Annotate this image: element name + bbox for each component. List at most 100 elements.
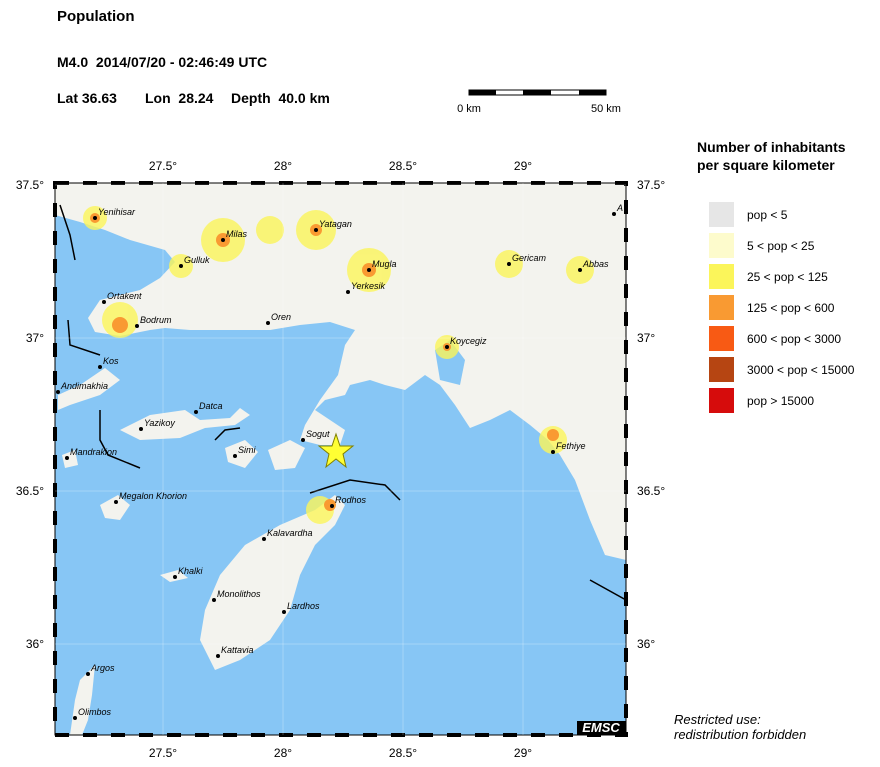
city-label: Bodrum	[140, 315, 172, 325]
epicenter	[317, 432, 355, 469]
city-label: Fethiye	[556, 441, 586, 451]
legend-swatch	[709, 388, 734, 413]
legend-label: 5 < pop < 25	[747, 239, 815, 253]
city-label: Yenihisar	[98, 207, 136, 217]
lat-tick-label: 36.5°	[637, 484, 665, 498]
lat-tick-label: 37.5°	[637, 178, 665, 192]
lat-tick-label: 37.5°	[16, 178, 44, 192]
lat-tick-label: 37°	[26, 331, 44, 345]
lat-tick-label: 36°	[26, 637, 44, 651]
city-dot	[139, 427, 143, 431]
city-dot	[102, 300, 106, 304]
city-dot	[221, 238, 225, 242]
city-dot	[56, 390, 60, 394]
city-dot	[212, 598, 216, 602]
city-label: Mandrakion	[70, 447, 117, 457]
city-dot	[578, 268, 582, 272]
city-dot	[266, 321, 270, 325]
legend-swatch	[709, 264, 734, 289]
city-label: Gericam	[512, 253, 547, 263]
city-dot	[65, 456, 69, 460]
scale-bar: 0 km 50 km	[457, 89, 621, 115]
city-label: Abbas	[582, 259, 609, 269]
city-label: Lardhos	[287, 601, 320, 611]
city-label: Ortakent	[107, 291, 142, 301]
legend-swatch	[709, 295, 734, 320]
legend-label: 25 < pop < 125	[747, 270, 828, 284]
city-dot	[301, 438, 305, 442]
city-label: Gulluk	[184, 255, 210, 265]
city-dot	[114, 500, 118, 504]
city-dot	[86, 672, 90, 676]
city-label: A	[616, 203, 623, 213]
event-info: M4.0 2014/07/20 - 02:46:49 UTC	[57, 54, 268, 70]
city-dot	[135, 324, 139, 328]
badge-text: EMSC	[582, 720, 620, 735]
city-dot	[445, 345, 449, 349]
lon-tick-label: 28°	[274, 746, 292, 760]
city-dot	[314, 228, 318, 232]
city-label: Olimbos	[78, 707, 112, 717]
city-dot	[262, 537, 266, 541]
legend-label: pop < 5	[747, 208, 788, 222]
lat-tick-label: 37°	[637, 331, 655, 345]
faults	[59, 204, 626, 601]
city-dot	[346, 290, 350, 294]
city-label: Monolithos	[217, 589, 261, 599]
scale-end: 50 km	[591, 103, 621, 115]
legend-label: pop > 15000	[747, 394, 814, 408]
city-label: Argos	[90, 663, 115, 673]
city-label: Kattavia	[221, 645, 254, 655]
city-dot	[93, 216, 97, 220]
legend-swatch	[709, 202, 734, 227]
city-dot	[282, 610, 286, 614]
city-label: Yatagan	[319, 219, 352, 229]
city-label: Yazikoy	[144, 418, 175, 428]
lon-tick-label: 27.5°	[149, 746, 177, 760]
lon-tick-label: 29°	[514, 159, 532, 173]
city-dot	[233, 454, 237, 458]
lon-tick-label: 29°	[514, 746, 532, 760]
city-dot	[612, 212, 616, 216]
legend-swatch	[709, 357, 734, 382]
city-dot	[216, 654, 220, 658]
legend: Number of inhabitants per square kilomet…	[697, 139, 855, 413]
city-dot	[507, 262, 511, 266]
map-frame	[53, 181, 628, 737]
lon-tick-label: 28.5°	[389, 746, 417, 760]
city-label: Rodhos	[335, 495, 367, 505]
city-label: Oren	[271, 312, 291, 322]
city-label: Kalavardha	[267, 528, 313, 538]
legend-title: Number of inhabitants	[697, 139, 846, 155]
legend-swatch	[709, 233, 734, 258]
city-label: Khalki	[178, 566, 204, 576]
city-label: Megalon Khorion	[119, 491, 187, 501]
city-dot	[173, 575, 177, 579]
legend-label: 600 < pop < 3000	[747, 332, 841, 346]
city-label: Milas	[226, 229, 248, 239]
lat-tick-label: 36°	[637, 637, 655, 651]
city-label: Sogut	[306, 429, 330, 439]
legend-title: per square kilometer	[697, 157, 835, 173]
lon-tick-label: 27.5°	[149, 159, 177, 173]
footer-line2: redistribution forbidden	[674, 727, 807, 742]
depth: Depth 40.0 km	[231, 90, 330, 106]
lon: Lon 28.24	[145, 90, 214, 106]
city-label: Datca	[199, 401, 223, 411]
badge: EMSC	[577, 720, 626, 735]
city-label: Yerkesik	[351, 281, 386, 291]
city-dot	[73, 716, 77, 720]
lat-tick-label: 36.5°	[16, 484, 44, 498]
legend-swatch	[709, 326, 734, 351]
city-label: Koycegiz	[450, 336, 487, 346]
city-dot	[551, 450, 555, 454]
city-dot	[330, 504, 334, 508]
city-label: Andimakhia	[60, 381, 108, 391]
footer-line1: Restricted use:	[674, 712, 761, 727]
city-dot	[179, 264, 183, 268]
lon-tick-label: 28.5°	[389, 159, 417, 173]
legend-label: 3000 < pop < 15000	[747, 363, 855, 377]
city-dot	[98, 365, 102, 369]
